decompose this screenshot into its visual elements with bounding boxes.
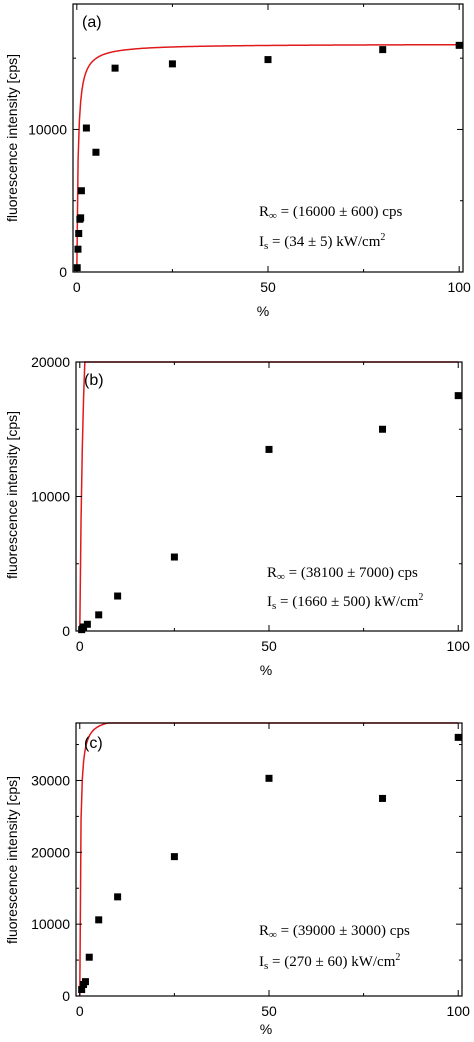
annotation-rinf: R∞ = (16000 ± 600) cps: [259, 204, 402, 222]
y-tick-label: 30000: [31, 772, 70, 788]
data-point: [264, 56, 272, 64]
fit-curve: [79, 361, 459, 632]
data-point: [168, 60, 176, 68]
x-tick-label: 50: [261, 1003, 277, 1019]
data-point: [77, 214, 85, 222]
data-point: [92, 148, 100, 156]
data-point: [74, 245, 82, 253]
plot-frame: [75, 361, 463, 632]
x-tick-label: 100: [447, 638, 471, 654]
y-tick-label: 10000: [28, 121, 67, 137]
data-point: [379, 46, 387, 54]
data-point: [454, 392, 462, 400]
x-axis-title: %: [260, 1021, 272, 1037]
data-point: [265, 445, 273, 453]
axes-layer: 0 50 100 0 10000 20000 30000: [31, 722, 471, 1019]
fit-layer: [79, 361, 459, 632]
chart-panel-c: 0 50 100 0 10000 20000 30000 (c) % fluorescenc…: [4, 722, 471, 1037]
y-axis-title: fluorescence intensity [cps]: [4, 776, 20, 944]
panel-label: (c): [84, 735, 103, 752]
data-point: [454, 733, 462, 741]
x-axis-title: %: [257, 303, 269, 319]
data-point: [170, 853, 178, 861]
y-tick-label: 0: [59, 264, 67, 280]
y-tick-label: 10000: [31, 489, 70, 505]
data-point: [81, 978, 89, 986]
data-point: [80, 623, 88, 631]
annotation-rinf: R∞ = (38100 ± 7000) cps: [267, 565, 418, 583]
data-point: [78, 986, 86, 994]
data-point: [77, 187, 85, 195]
points-layer: [78, 733, 462, 994]
annotation-is: Is = (270 ± 60) kW/cm2: [259, 952, 400, 972]
fit-layer: [76, 43, 460, 273]
y-axis-title: fluorescence intensity [cps]: [4, 411, 20, 579]
x-tick-label: 0: [76, 1003, 84, 1019]
data-point: [83, 620, 91, 628]
x-tick-label: 50: [260, 279, 276, 295]
y-tick-label: 0: [62, 988, 70, 1004]
data-point: [82, 124, 90, 132]
fit-curve: [76, 43, 460, 273]
chart-panel-b: 0 50 100 0 10000 20000 (b) % fluorescence int…: [4, 354, 470, 678]
annotation-is: Is = (1660 ± 500) kW/cm2: [267, 592, 423, 612]
x-axis-title: %: [260, 662, 272, 678]
panel-label: (b): [84, 372, 104, 389]
y-tick-label: 20000: [31, 844, 70, 860]
y-tick-label: 10000: [31, 916, 70, 932]
y-tick-label: 20000: [31, 354, 70, 370]
chart-panel-a: 0 50 100 0 10000 (a) % fluorescence intensit…: [4, 3, 471, 319]
axes-layer: 0 50 100 0 10000 20000: [31, 354, 470, 654]
annotation-rinf: R∞ = (39000 ± 3000) cps: [259, 923, 410, 941]
data-point: [95, 916, 103, 924]
data-point: [75, 230, 83, 238]
data-point: [379, 794, 387, 802]
data-point: [265, 774, 273, 782]
data-point: [114, 893, 122, 901]
annotation-is: Is = (34 ± 5) kW/cm2: [259, 232, 385, 252]
data-point: [111, 64, 119, 72]
data-point: [85, 953, 93, 961]
panel-label: (a): [82, 14, 102, 31]
points-layer: [78, 392, 462, 634]
x-tick-label: 100: [447, 279, 471, 295]
data-point: [379, 425, 387, 433]
x-tick-label: 50: [261, 638, 277, 654]
x-tick-label: 0: [73, 279, 81, 295]
data-point: [114, 592, 122, 600]
y-tick-label: 0: [62, 623, 70, 639]
x-tick-label: 100: [447, 1003, 471, 1019]
data-point: [95, 611, 103, 619]
data-point: [455, 41, 463, 49]
data-point: [170, 553, 178, 561]
axes-layer: 0 50 100 0 10000: [28, 3, 471, 295]
y-axis-title: fluorescence intensity [cps]: [4, 54, 20, 222]
x-tick-label: 0: [76, 638, 84, 654]
